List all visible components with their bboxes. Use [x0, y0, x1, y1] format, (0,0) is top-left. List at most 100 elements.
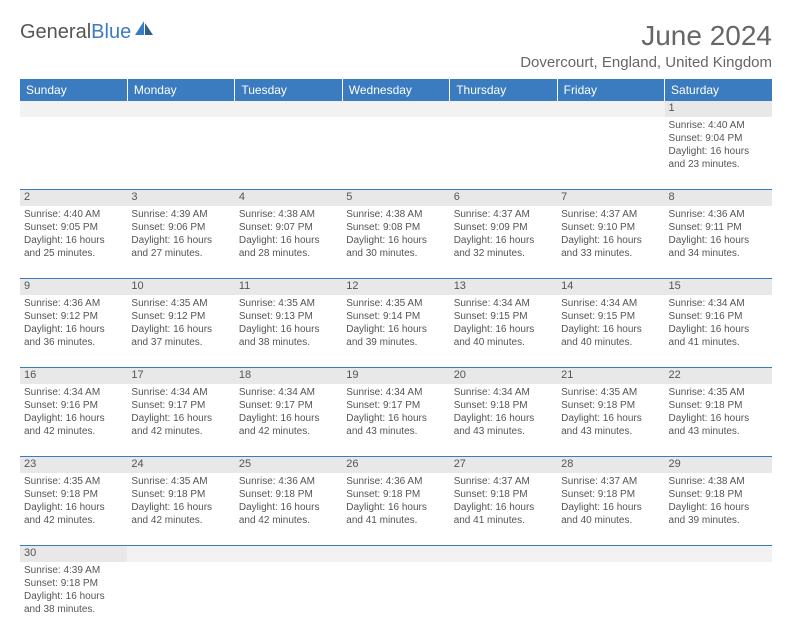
logo-text-general: General: [20, 21, 91, 44]
day-number: [450, 546, 557, 563]
day-cell: Sunrise: 4:35 AMSunset: 9:18 PMDaylight:…: [127, 473, 234, 546]
location: Dovercourt, England, United Kingdom: [520, 54, 772, 71]
day-cell-content: Sunrise: 4:34 AMSunset: 9:17 PMDaylight:…: [131, 386, 230, 438]
day-number: 13: [450, 279, 557, 296]
day-number: 18: [235, 368, 342, 385]
day-number: 8: [665, 190, 772, 207]
day-number: [127, 546, 234, 563]
day-cell: Sunrise: 4:34 AMSunset: 9:15 PMDaylight:…: [450, 295, 557, 368]
day-cell-content: Sunrise: 4:34 AMSunset: 9:18 PMDaylight:…: [454, 386, 553, 438]
day-cell-content: Sunrise: 4:37 AMSunset: 9:10 PMDaylight:…: [561, 208, 660, 260]
weekday-header-row: Sunday Monday Tuesday Wednesday Thursday…: [20, 79, 772, 101]
day-number: 25: [235, 457, 342, 474]
day-number: 9: [20, 279, 127, 296]
weekday-header: Friday: [557, 79, 664, 101]
day-cell-content: Sunrise: 4:35 AMSunset: 9:18 PMDaylight:…: [24, 475, 123, 527]
daynum-row: 9101112131415: [20, 279, 772, 296]
day-cell: Sunrise: 4:34 AMSunset: 9:17 PMDaylight:…: [342, 384, 449, 457]
day-number: [665, 546, 772, 563]
day-cell: Sunrise: 4:37 AMSunset: 9:09 PMDaylight:…: [450, 206, 557, 279]
weekday-header: Saturday: [665, 79, 772, 101]
day-cell-content: Sunrise: 4:36 AMSunset: 9:12 PMDaylight:…: [24, 297, 123, 349]
day-number: 12: [342, 279, 449, 296]
day-number: [342, 101, 449, 117]
day-number: 14: [557, 279, 664, 296]
weekday-header: Wednesday: [342, 79, 449, 101]
day-cell: [342, 562, 449, 634]
day-cell: Sunrise: 4:34 AMSunset: 9:16 PMDaylight:…: [20, 384, 127, 457]
day-number: 6: [450, 190, 557, 207]
day-cell-content: Sunrise: 4:40 AMSunset: 9:05 PMDaylight:…: [24, 208, 123, 260]
day-cell: Sunrise: 4:36 AMSunset: 9:18 PMDaylight:…: [235, 473, 342, 546]
day-cell-content: Sunrise: 4:37 AMSunset: 9:18 PMDaylight:…: [454, 475, 553, 527]
day-cell-content: Sunrise: 4:35 AMSunset: 9:18 PMDaylight:…: [561, 386, 660, 438]
day-cell: Sunrise: 4:34 AMSunset: 9:16 PMDaylight:…: [665, 295, 772, 368]
day-number: 22: [665, 368, 772, 385]
day-cell: Sunrise: 4:37 AMSunset: 9:18 PMDaylight:…: [557, 473, 664, 546]
week-row: Sunrise: 4:36 AMSunset: 9:12 PMDaylight:…: [20, 295, 772, 368]
day-number: [20, 101, 127, 117]
day-cell: Sunrise: 4:34 AMSunset: 9:17 PMDaylight:…: [235, 384, 342, 457]
day-number: [342, 546, 449, 563]
day-cell: [450, 562, 557, 634]
day-cell-content: Sunrise: 4:40 AMSunset: 9:04 PMDaylight:…: [669, 119, 768, 171]
day-cell: Sunrise: 4:38 AMSunset: 9:18 PMDaylight:…: [665, 473, 772, 546]
day-cell: [235, 117, 342, 190]
day-number: 23: [20, 457, 127, 474]
day-cell: Sunrise: 4:35 AMSunset: 9:12 PMDaylight:…: [127, 295, 234, 368]
day-number: [127, 101, 234, 117]
logo-text-blue: Blue: [91, 21, 131, 44]
day-cell: [127, 562, 234, 634]
day-cell-content: Sunrise: 4:35 AMSunset: 9:12 PMDaylight:…: [131, 297, 230, 349]
day-cell-content: Sunrise: 4:35 AMSunset: 9:18 PMDaylight:…: [669, 386, 768, 438]
day-cell: Sunrise: 4:40 AMSunset: 9:04 PMDaylight:…: [665, 117, 772, 190]
day-cell-content: Sunrise: 4:34 AMSunset: 9:15 PMDaylight:…: [561, 297, 660, 349]
daynum-row: 30: [20, 546, 772, 563]
day-cell-content: Sunrise: 4:36 AMSunset: 9:18 PMDaylight:…: [346, 475, 445, 527]
daynum-row: 2345678: [20, 190, 772, 207]
day-number: 19: [342, 368, 449, 385]
calendar-table: Sunday Monday Tuesday Wednesday Thursday…: [20, 79, 772, 634]
day-cell: Sunrise: 4:37 AMSunset: 9:10 PMDaylight:…: [557, 206, 664, 279]
day-cell-content: Sunrise: 4:39 AMSunset: 9:18 PMDaylight:…: [24, 564, 123, 616]
day-number: [235, 546, 342, 563]
day-cell-content: Sunrise: 4:37 AMSunset: 9:18 PMDaylight:…: [561, 475, 660, 527]
day-cell: [665, 562, 772, 634]
day-cell: [450, 117, 557, 190]
day-cell-content: Sunrise: 4:34 AMSunset: 9:17 PMDaylight:…: [346, 386, 445, 438]
day-cell-content: Sunrise: 4:39 AMSunset: 9:06 PMDaylight:…: [131, 208, 230, 260]
weekday-header: Sunday: [20, 79, 127, 101]
day-number: 21: [557, 368, 664, 385]
day-number: 2: [20, 190, 127, 207]
day-cell-content: Sunrise: 4:38 AMSunset: 9:18 PMDaylight:…: [669, 475, 768, 527]
day-cell-content: Sunrise: 4:36 AMSunset: 9:18 PMDaylight:…: [239, 475, 338, 527]
month-title: June 2024: [520, 20, 772, 52]
day-number: 5: [342, 190, 449, 207]
day-number: 1: [665, 101, 772, 117]
day-cell-content: Sunrise: 4:37 AMSunset: 9:09 PMDaylight:…: [454, 208, 553, 260]
day-number: 4: [235, 190, 342, 207]
day-cell-content: Sunrise: 4:35 AMSunset: 9:13 PMDaylight:…: [239, 297, 338, 349]
title-block: June 2024 Dovercourt, England, United Ki…: [520, 20, 772, 71]
day-cell: [342, 117, 449, 190]
logo: GeneralBlue: [20, 20, 155, 44]
week-row: Sunrise: 4:40 AMSunset: 9:05 PMDaylight:…: [20, 206, 772, 279]
day-cell: Sunrise: 4:38 AMSunset: 9:07 PMDaylight:…: [235, 206, 342, 279]
weekday-header: Tuesday: [235, 79, 342, 101]
day-cell: [235, 562, 342, 634]
header: GeneralBlue June 2024 Dovercourt, Englan…: [20, 20, 772, 71]
day-cell-content: Sunrise: 4:34 AMSunset: 9:16 PMDaylight:…: [669, 297, 768, 349]
week-row: Sunrise: 4:34 AMSunset: 9:16 PMDaylight:…: [20, 384, 772, 457]
day-cell: Sunrise: 4:35 AMSunset: 9:18 PMDaylight:…: [20, 473, 127, 546]
day-cell: Sunrise: 4:35 AMSunset: 9:14 PMDaylight:…: [342, 295, 449, 368]
day-cell: [557, 562, 664, 634]
day-cell: Sunrise: 4:37 AMSunset: 9:18 PMDaylight:…: [450, 473, 557, 546]
day-cell-content: Sunrise: 4:35 AMSunset: 9:14 PMDaylight:…: [346, 297, 445, 349]
day-number: 24: [127, 457, 234, 474]
day-number: 28: [557, 457, 664, 474]
day-cell: Sunrise: 4:34 AMSunset: 9:18 PMDaylight:…: [450, 384, 557, 457]
day-number: 29: [665, 457, 772, 474]
day-number: 11: [235, 279, 342, 296]
day-cell-content: Sunrise: 4:34 AMSunset: 9:17 PMDaylight:…: [239, 386, 338, 438]
week-row: Sunrise: 4:39 AMSunset: 9:18 PMDaylight:…: [20, 562, 772, 634]
